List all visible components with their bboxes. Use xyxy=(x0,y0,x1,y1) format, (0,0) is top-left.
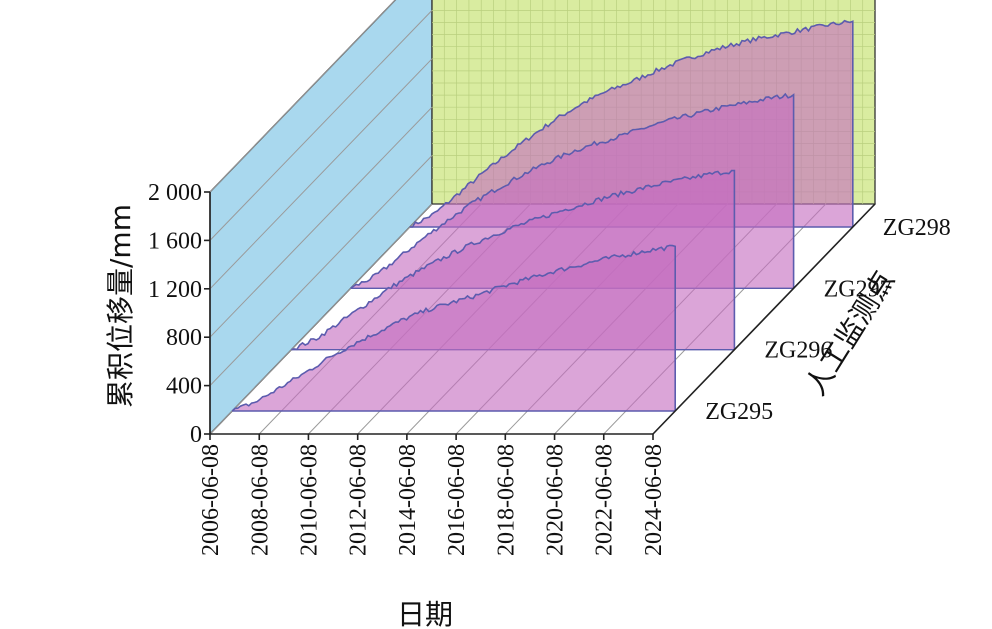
x-tick-label: 2014-06-08 xyxy=(395,444,421,556)
series-ribbons xyxy=(231,19,854,412)
side-wall-grid-line xyxy=(209,0,397,193)
x-tick-label: 2024-06-08 xyxy=(641,444,667,556)
x-tick-label: 2022-06-08 xyxy=(592,444,618,556)
side-wall-grid-line xyxy=(209,106,433,338)
y-tick-label: 400 xyxy=(166,374,202,400)
series-label-zg298: ZG298 xyxy=(883,215,951,241)
series-area-zg295 xyxy=(232,245,676,411)
x-tick-label: 2012-06-08 xyxy=(346,444,372,556)
chart-axes xyxy=(204,191,876,440)
y-tick-label: 800 xyxy=(166,325,202,351)
series-line-zg298 xyxy=(409,19,854,228)
y-tick-label: 0 xyxy=(190,422,202,448)
x-axis-title: 日期 xyxy=(397,598,453,629)
series-label-zg296: ZG296 xyxy=(764,338,832,364)
side-wall-grid-line xyxy=(209,58,433,290)
tick-labels: 0 400 800 1 200 1 600 2 000 2006-06-08 2008-06-… xyxy=(148,180,951,556)
y-tick-label: 1 200 xyxy=(148,277,202,303)
x-tick-label: 2016-06-08 xyxy=(444,444,470,556)
series-label-zg297: ZG297 xyxy=(824,276,892,302)
y-tick-label: 1 600 xyxy=(148,228,202,254)
series-ribbon-zg295 xyxy=(231,244,677,412)
y-axis-title: 累积位移量/mm xyxy=(104,204,137,408)
x-tick-label: 2006-06-08 xyxy=(198,444,224,556)
series-line-zg297 xyxy=(350,92,795,289)
floor-grid-line xyxy=(209,203,433,435)
series-line-zg296 xyxy=(291,169,736,351)
x-tick-label: 2010-06-08 xyxy=(296,444,322,556)
axis-line xyxy=(652,203,876,435)
side-wall-grid-line xyxy=(209,10,433,241)
x-tick-label: 2020-06-08 xyxy=(543,444,569,556)
series-line-zg295 xyxy=(231,244,677,412)
side-wall-grid-line xyxy=(209,155,433,386)
x-tick-label: 2018-06-08 xyxy=(493,444,519,556)
y-tick-label: 2 000 xyxy=(148,180,202,206)
x-tick-label: 2008-06-08 xyxy=(247,444,273,556)
series-label-zg295: ZG295 xyxy=(705,399,773,425)
